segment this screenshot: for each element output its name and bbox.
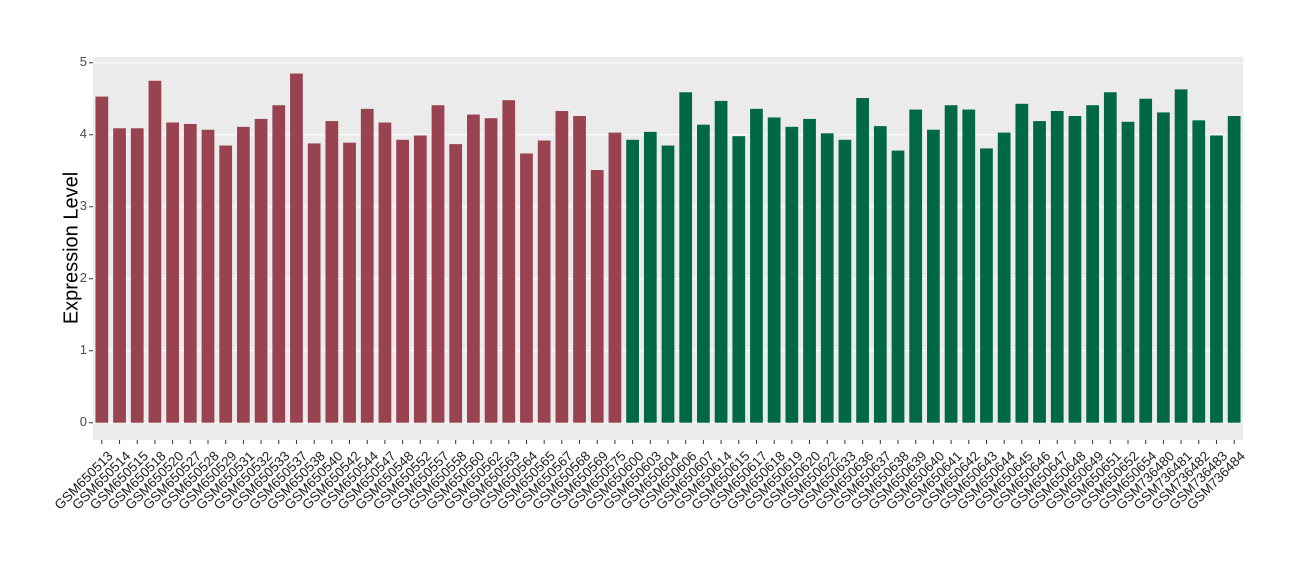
bar xyxy=(325,121,339,423)
bar xyxy=(166,122,179,423)
bar xyxy=(626,139,639,423)
bar xyxy=(608,132,622,423)
bar xyxy=(396,139,409,423)
bar xyxy=(1068,116,1082,423)
bar xyxy=(502,100,516,423)
bar xyxy=(413,135,427,423)
bar xyxy=(714,100,728,423)
bar xyxy=(962,109,976,423)
bar xyxy=(1033,121,1046,423)
bar xyxy=(1210,135,1223,423)
bar xyxy=(467,114,480,423)
bar xyxy=(803,118,816,423)
y-tick-label: 1 xyxy=(80,342,87,357)
bar xyxy=(573,116,586,423)
y-tick-label: 0 xyxy=(80,414,87,429)
y-axis-title: Expression Level xyxy=(60,172,82,324)
bar xyxy=(484,118,498,423)
bar xyxy=(254,118,268,423)
bar xyxy=(1174,89,1188,423)
bar xyxy=(537,140,551,423)
bar xyxy=(378,122,392,423)
bar xyxy=(980,148,993,423)
bar xyxy=(201,129,215,423)
y-tick-label: 5 xyxy=(80,54,87,69)
bar xyxy=(697,124,710,423)
bar xyxy=(431,105,445,423)
bar xyxy=(661,145,675,423)
bar xyxy=(909,109,923,423)
bar xyxy=(750,108,763,423)
bar xyxy=(219,145,233,423)
bar xyxy=(1086,105,1099,423)
bar xyxy=(944,105,958,423)
bar xyxy=(449,144,463,423)
bar xyxy=(785,126,799,423)
bar xyxy=(767,117,781,423)
bar xyxy=(1227,116,1241,423)
bar xyxy=(1015,103,1029,423)
bar xyxy=(95,96,109,423)
bar xyxy=(927,129,940,423)
bar xyxy=(520,153,533,423)
bar xyxy=(555,110,569,423)
y-tick-label: 2 xyxy=(80,270,87,285)
bar xyxy=(183,123,197,423)
bar xyxy=(130,128,144,423)
bar xyxy=(113,128,126,423)
bar xyxy=(237,126,250,423)
bar xyxy=(1050,110,1064,423)
bar xyxy=(307,143,321,423)
y-tick-label: 4 xyxy=(80,126,87,141)
bar xyxy=(1121,121,1135,423)
bar xyxy=(1192,120,1206,423)
bar xyxy=(732,136,746,423)
bar xyxy=(1157,112,1170,423)
bar xyxy=(873,126,887,423)
bar xyxy=(343,142,356,423)
bar xyxy=(1103,92,1117,423)
bar xyxy=(360,108,374,423)
bar xyxy=(290,73,303,423)
bar xyxy=(997,132,1011,423)
bar xyxy=(856,98,869,423)
bar xyxy=(679,92,693,423)
bar xyxy=(1139,98,1153,423)
bar xyxy=(148,80,162,423)
bar xyxy=(643,131,657,423)
bar xyxy=(820,133,834,423)
bar xyxy=(838,139,852,423)
bar xyxy=(590,170,604,423)
bar xyxy=(272,105,286,423)
bar xyxy=(891,150,905,423)
y-tick-label: 3 xyxy=(80,198,87,213)
